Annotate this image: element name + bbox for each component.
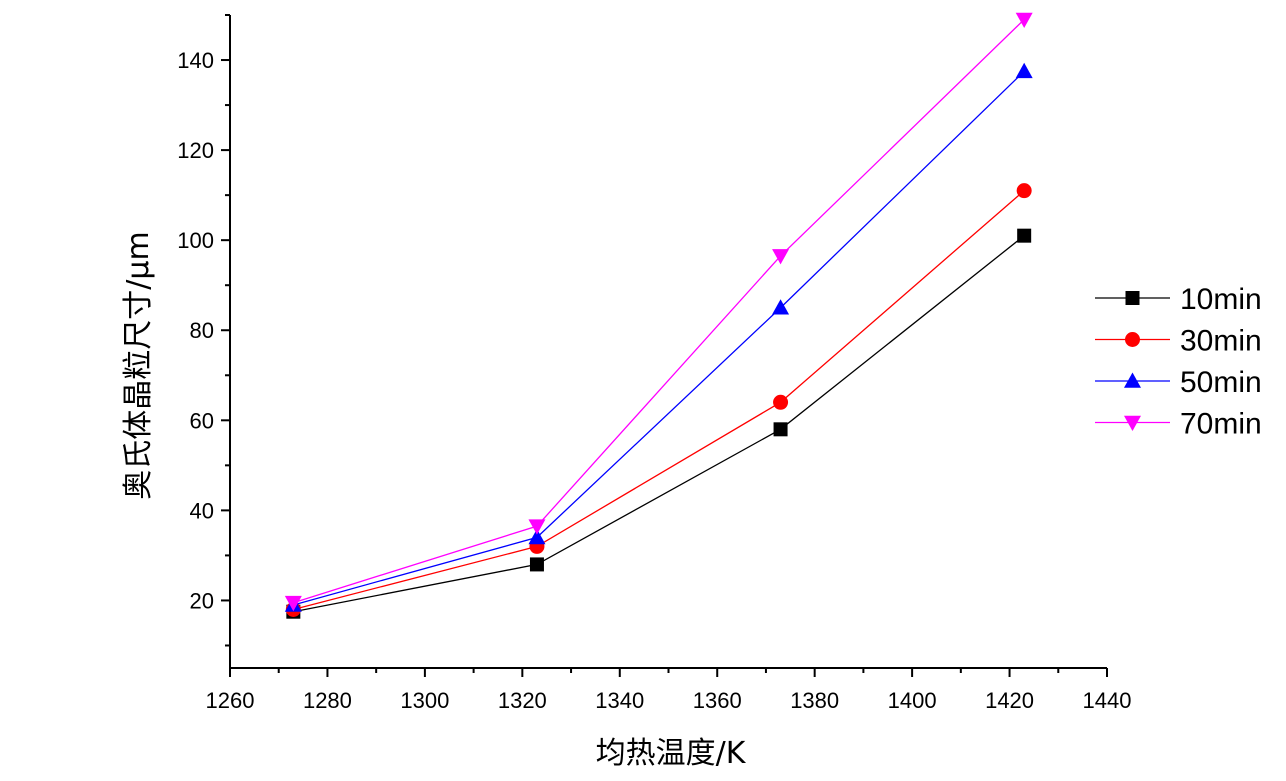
legend-label: 30min [1180,325,1262,358]
x-tick-label: 1280 [303,688,352,713]
series-30min [285,183,1032,617]
x-tick-label: 1260 [206,688,255,713]
legend-entry: 10min [1095,283,1262,316]
y-axis-title: 奥氏体晶粒尺寸/μm [121,231,156,499]
legend-entry: 30min [1095,325,1262,358]
legend: 10min 30min 50min 70min [1095,283,1262,441]
y-tick-label: 140 [177,48,214,73]
x-tick-label: 1420 [985,688,1034,713]
data-point [1016,183,1032,199]
data-point [772,299,790,315]
y-tick-label: 60 [190,408,214,433]
legend-label: 70min [1180,408,1262,441]
series-line [293,235,1025,613]
x-tick-label: 1380 [790,688,839,713]
x-tick-label: 1400 [888,688,937,713]
series-line [293,19,1025,604]
data-point [773,422,788,437]
y-tick-label: 80 [190,318,214,343]
data-point [773,394,789,410]
legend-marker [1125,332,1140,347]
y-tick-label: 40 [190,498,214,523]
legend-entry: 70min [1095,408,1262,441]
x-tick-label: 1320 [498,688,547,713]
data-point [528,528,546,545]
x-tick-label: 1300 [400,688,449,713]
series-line [293,70,1025,606]
y-tick-label: 120 [177,138,214,163]
x-tick-label: 1440 [1083,688,1132,713]
data-point [1017,228,1032,243]
legend-marker [1124,372,1141,388]
legend-entry: 50min [1095,366,1262,399]
legend-label: 50min [1180,366,1262,399]
series-line [293,190,1025,611]
x-tick-label: 1340 [595,688,644,713]
legend-marker [1124,415,1141,431]
data-point [528,519,546,535]
axes: 1260 1280 1300 1320 1340 1360 1380 1400 1420 1440… [177,14,1132,713]
data-point [529,557,544,572]
data-point [1015,12,1033,29]
data-point [1015,62,1033,79]
x-tick-label: 1360 [693,688,742,713]
series-10min [286,228,1032,619]
data-point [284,595,302,612]
legend-label: 10min [1180,283,1262,316]
series-70min [284,12,1033,612]
y-tick-label: 100 [177,228,214,253]
y-tick-label: 20 [190,588,214,613]
data-point [772,249,790,265]
series-50min [284,62,1033,612]
series-layer [284,12,1033,619]
legend-marker [1125,291,1140,305]
x-axis-title: 均热温度/K [596,736,747,771]
